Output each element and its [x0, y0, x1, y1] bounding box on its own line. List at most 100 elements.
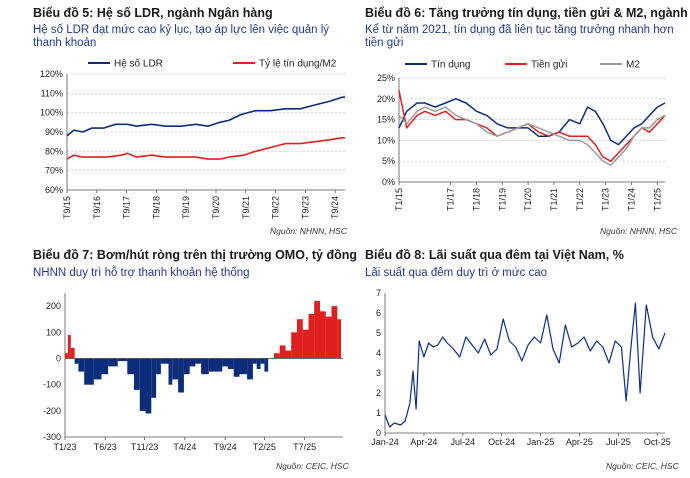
chart6-title: Biểu đồ 6: Tăng trưởng tín dụng, tiền gử…: [365, 6, 690, 20]
x-tick-label: T9/24: [214, 442, 237, 452]
y-tick-label: 3: [376, 368, 381, 378]
omo-bar: [337, 319, 341, 359]
chart7-source: Nguồn: CEIC, HSC: [276, 461, 349, 471]
x-tick-label: T7/25: [293, 442, 316, 452]
x-tick-label: T1/22: [575, 188, 585, 211]
omo-bar: [108, 358, 118, 367]
omo-bar: [325, 316, 332, 359]
series-line-1: [398, 90, 666, 162]
omo-bar: [74, 358, 79, 364]
chart7-title: Biểu đồ 7: Bơm/hút ròng trên thị trường …: [33, 248, 358, 262]
y-tick-label: 15%: [377, 115, 395, 125]
omo-bar: [291, 332, 297, 359]
x-tick-label: T4/24: [173, 442, 196, 452]
omo-bar: [252, 358, 257, 364]
omo-bar: [274, 353, 280, 359]
y-tick-label: 0: [376, 428, 381, 438]
y-tick-label: 60%: [45, 185, 63, 195]
y-tick-label: 2: [376, 388, 381, 398]
x-tick-label: Oct-25: [644, 437, 671, 447]
omo-bar: [260, 358, 265, 364]
y-tick-label: 5%: [382, 156, 395, 166]
y-tick-label: 100%: [40, 108, 63, 118]
omo-bar: [308, 313, 315, 359]
x-tick-label: T9/20: [211, 196, 221, 219]
x-tick-label: Jul-24: [451, 437, 476, 447]
x-tick-label: Apr-25: [566, 437, 593, 447]
omo-bar: [264, 358, 269, 372]
y-tick-label: 4: [376, 348, 381, 358]
omo-bar: [78, 358, 85, 372]
omo-bar: [247, 358, 253, 380]
omo-bar: [297, 319, 303, 359]
y-tick-label: -200: [43, 406, 61, 416]
chart8-title: Biểu đồ 8: Lãi suất qua đêm tại Việt Nam…: [365, 248, 624, 262]
y-tick-label: 1: [376, 408, 381, 418]
omo-bar: [195, 358, 202, 364]
omo-bar: [228, 358, 234, 369]
x-tick-label: Jul-25: [606, 437, 631, 447]
x-tick-label: T1/18: [471, 188, 481, 211]
omo-bar: [208, 358, 217, 372]
omo-bar: [117, 358, 128, 362]
omo-bar: [65, 353, 68, 359]
x-tick-label: T1/23: [601, 188, 611, 211]
omo-bar: [201, 358, 209, 375]
omo-bar: [302, 329, 309, 359]
x-tick-label: T1/20: [523, 188, 533, 211]
x-tick-label: T9/21: [241, 196, 251, 219]
x-tick-label: T1/24: [626, 188, 636, 211]
omo-bar: [67, 334, 71, 359]
x-tick-label: Jan-25: [527, 437, 555, 447]
omo-bar: [222, 358, 228, 367]
x-tick-label: T9/24: [330, 196, 340, 219]
omo-bar: [183, 358, 190, 375]
omo-bar: [151, 358, 157, 398]
chart8-source: Nguồn: CEIC, HSC: [606, 461, 679, 471]
y-tick-label: 25%: [377, 73, 395, 83]
y-tick-label: 6: [376, 308, 381, 318]
omo-bar: [127, 358, 134, 375]
chart8-plot: 0 1 2 3 4 5 6 7 Jan-24 Apr-24 Jul-24 Oct-24 Jan-25 Ap…: [371, 288, 671, 447]
omo-bar: [139, 358, 146, 411]
series-line-0: [384, 302, 666, 428]
omo-bar: [93, 358, 102, 380]
omo-bar: [70, 348, 75, 359]
legend-label-0: Tín dụng: [431, 60, 470, 71]
x-tick-label: T11/23: [131, 442, 158, 452]
series-line-2: [398, 106, 666, 167]
omo-bar: [168, 358, 173, 385]
series-line-0: [398, 98, 666, 146]
omo-bar: [189, 358, 196, 367]
chart6-source: Nguồn: NHNN, HSC: [600, 226, 677, 236]
omo-bar: [314, 300, 320, 359]
omo-bar: [279, 345, 286, 359]
y-tick-label: 0: [56, 353, 61, 363]
omo-bar: [285, 350, 292, 359]
chart6-plot: 0% 5% 10% 15% 20% 25% T1/15 T1/17 T1/18 T1/19 T1/2…: [377, 59, 666, 211]
chart6-subtitle: Kể từ năm 2021, tín dụng đã liên tục tăn…: [365, 24, 674, 49]
x-tick-label: T1/23: [53, 442, 76, 452]
omo-bar: [233, 358, 240, 377]
y-tick-label: -100: [43, 380, 61, 390]
x-tick-label: T9/18: [151, 196, 161, 219]
series-line-0: [66, 96, 345, 137]
x-tick-label: T9/17: [122, 196, 132, 219]
omo-bar: [156, 358, 161, 375]
y-tick-label: 80%: [45, 146, 63, 156]
omo-bar: [331, 306, 338, 359]
chart8-subtitle: Lãi suất qua đêm duy trì ở mức cao: [365, 267, 548, 279]
omo-bar: [101, 358, 109, 375]
omo-bar: [239, 358, 248, 375]
omo-bar: [84, 358, 94, 385]
y-tick-label: 70%: [45, 166, 63, 176]
y-tick-label: 7: [376, 288, 381, 298]
x-tick-label: T9/16: [92, 196, 102, 219]
x-tick-label: T1/21: [549, 188, 559, 211]
omo-bar: [320, 311, 326, 359]
legend-label-0: Hệ số LDR: [114, 58, 163, 70]
legend-label-1: Tiền gửi: [531, 59, 567, 71]
y-tick-label: 100: [46, 327, 61, 337]
x-tick-label: T1/15: [394, 188, 404, 211]
series-line-1: [66, 137, 345, 160]
